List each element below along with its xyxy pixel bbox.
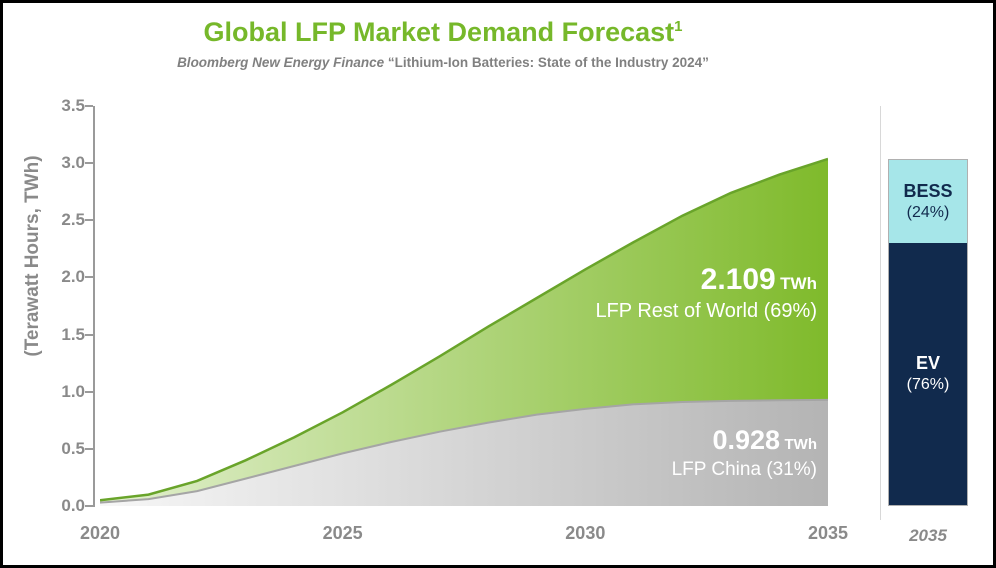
ev-percent: (76%) [906, 376, 950, 394]
stacked-bar-2035: BESS (24%) EV (76%) [888, 158, 968, 506]
x-tick-label: 2035 [807, 523, 849, 543]
subtitle-report-name: “Lithium-Ion Batteries: State of the Ind… [384, 55, 709, 70]
y-tick-mark [85, 162, 93, 165]
y-tick-label: 3.5 [61, 96, 85, 115]
chart-title-text: Global LFP Market Demand Forecast [203, 17, 675, 47]
y-tick-label: 2.5 [61, 210, 85, 230]
annotation-china: 0.928 TWh LFP China (31%) [672, 424, 817, 482]
annotation-china-label: LFP China (31%) [671, 458, 817, 480]
annotation-row-unit: TWh [780, 274, 817, 293]
annotation-row-value: 2.109 [700, 263, 776, 296]
y-tick-label: 2.0 [61, 267, 85, 287]
bess-label: BESS [903, 180, 953, 201]
annotation-china-value: 0.928 [712, 425, 781, 455]
chart-title-footnote: 1 [674, 18, 683, 35]
chart-subtitle: Bloomberg New Energy Finance “Lithium-Io… [3, 55, 883, 70]
y-tick-mark [85, 505, 93, 507]
bess-percent: (24%) [906, 203, 950, 221]
bar-segment-ev: EV (76%) [889, 242, 967, 505]
y-tick-mark [85, 333, 93, 336]
x-tick-label: 2030 [565, 523, 606, 543]
bar-segment-bess: BESS (24%) [889, 159, 967, 243]
bar-x-tick-label: 2035 [909, 526, 947, 545]
panel-separator-line [880, 106, 881, 520]
y-tick-label: 0.0 [61, 496, 85, 515]
chart-title: Global LFP Market Demand Forecast1 [3, 17, 883, 48]
y-tick-mark [85, 105, 93, 107]
y-tick-mark [85, 219, 93, 222]
annotation-row-label: LFP Rest of World (69%) [595, 299, 817, 322]
stacked-area-chart [100, 157, 828, 506]
annotation-rest-of-world: 2.109 TWh LFP Rest of World (69%) [595, 261, 817, 324]
ev-label: EV [915, 353, 940, 374]
subtitle-source: Bloomberg New Energy Finance [177, 55, 385, 70]
y-tick-mark [85, 276, 93, 279]
y-tick-label: 0.5 [61, 438, 85, 458]
y-tick-label: 1.0 [61, 381, 85, 401]
x-tick-label: 2025 [322, 523, 363, 543]
y-axis-line [93, 106, 95, 507]
x-tick-label: 2020 [79, 523, 121, 543]
y-tick-label: 3.0 [61, 153, 85, 173]
y-tick-label: 1.5 [61, 324, 85, 344]
y-axis-label: (Terawatt Hours, TWh) [22, 155, 43, 357]
annotation-china-unit: TWh [784, 436, 817, 453]
y-tick-mark [85, 390, 93, 393]
y-tick-mark [85, 447, 93, 450]
